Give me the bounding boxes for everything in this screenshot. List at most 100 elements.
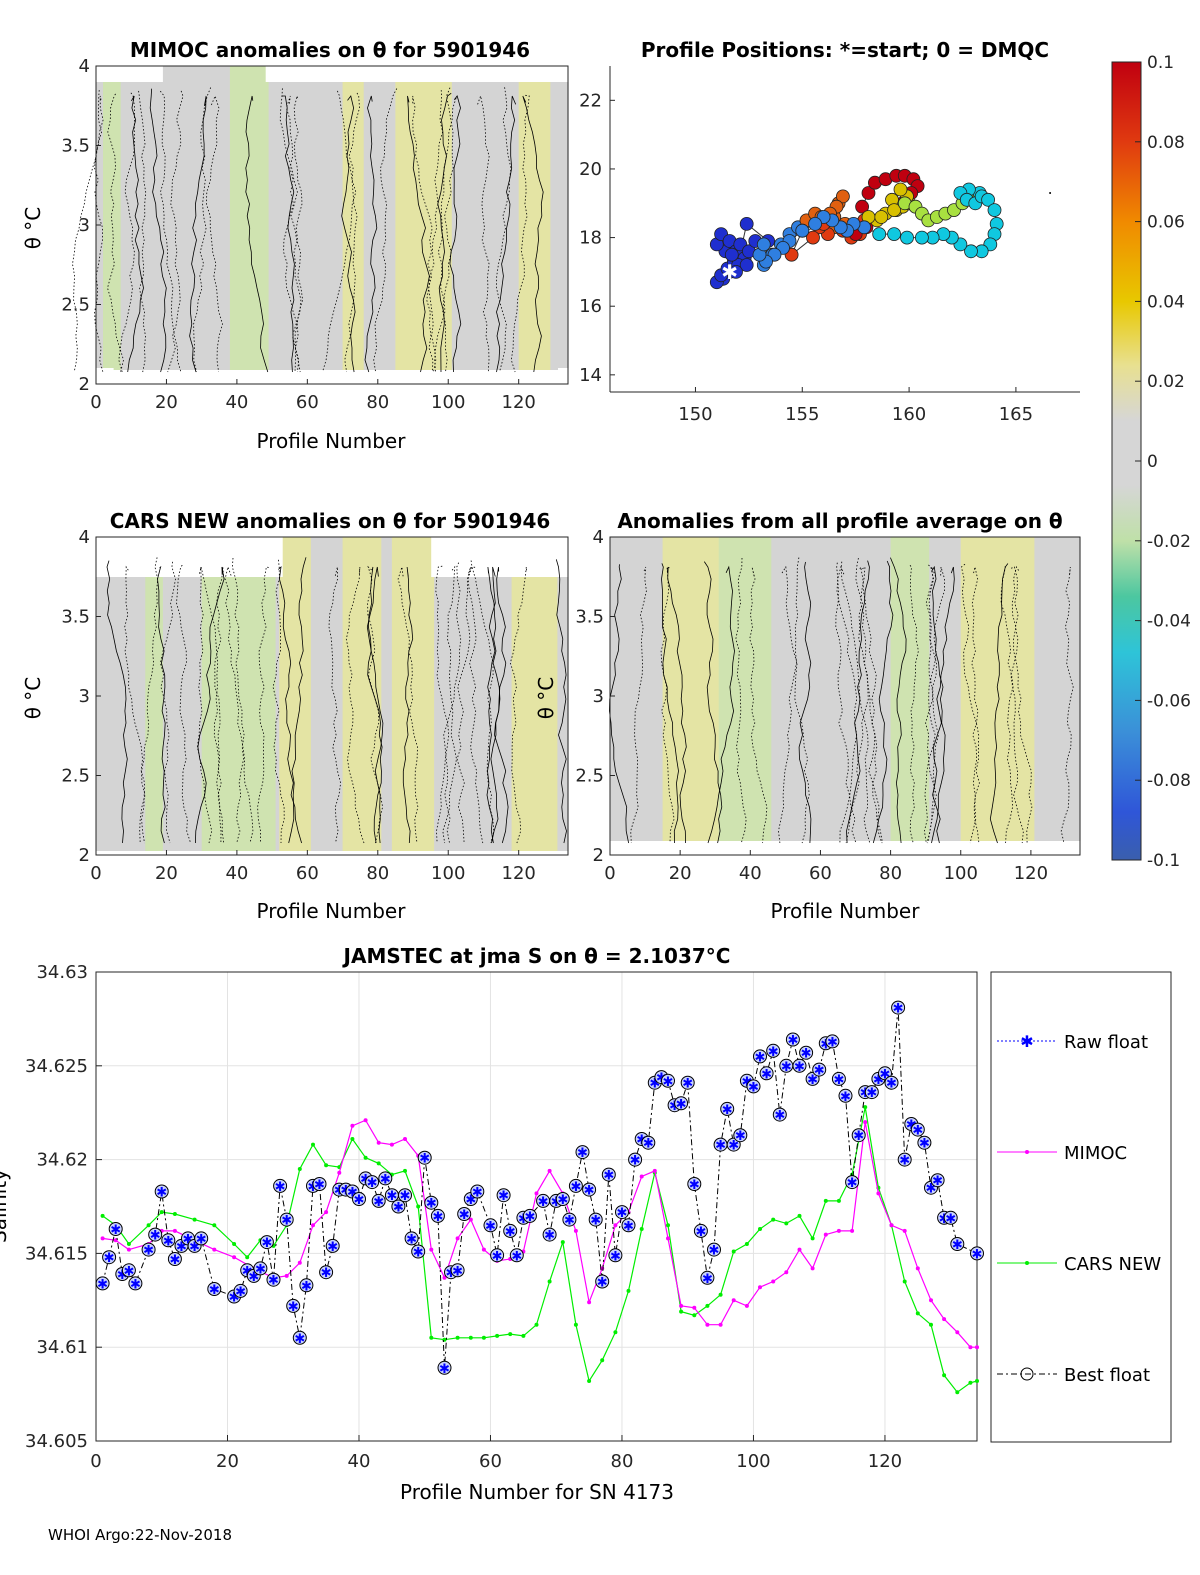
contour-line xyxy=(288,557,307,844)
cars-ytick-label: 3.5 xyxy=(61,607,90,628)
raw-point: ✱ xyxy=(288,1300,299,1315)
field-column xyxy=(946,537,951,841)
legend-box xyxy=(990,971,1172,1443)
mimoc-ytick-label: 2 xyxy=(79,374,90,395)
cars-point xyxy=(495,1333,500,1338)
field-column xyxy=(476,577,481,851)
field-column xyxy=(497,82,502,370)
profile-position-point xyxy=(964,244,978,259)
field-column xyxy=(845,537,850,841)
contour-line xyxy=(522,95,544,373)
field-column xyxy=(915,537,920,841)
legend-cars-marker xyxy=(1025,1261,1029,1265)
best-point xyxy=(884,1075,899,1090)
field-column xyxy=(1069,537,1074,841)
field-column xyxy=(300,82,305,370)
field-column xyxy=(1044,537,1049,841)
best-point xyxy=(319,1265,334,1280)
raw-point: ✱ xyxy=(294,1332,305,1347)
best-point xyxy=(891,1000,906,1015)
mimoc-point xyxy=(975,1345,979,1350)
cars-xtick-label: 120 xyxy=(502,863,536,884)
raw-point: ✱ xyxy=(386,1189,397,1204)
cars-point xyxy=(587,1379,592,1383)
cars-point xyxy=(771,1217,776,1222)
field-column xyxy=(553,577,558,851)
field-column xyxy=(536,577,541,851)
cars-point xyxy=(508,1332,513,1337)
raw-point: ✱ xyxy=(380,1172,391,1187)
field-column xyxy=(641,537,646,841)
field-column xyxy=(148,82,153,370)
best-point xyxy=(588,1212,603,1227)
avg-ytick-label: 2.5 xyxy=(575,766,604,787)
field-column xyxy=(546,577,551,851)
cars-ytick-label: 2 xyxy=(79,845,90,866)
field-column xyxy=(437,577,442,851)
avg-xtick-label: 0 xyxy=(604,863,615,884)
raw-point: ✱ xyxy=(538,1195,549,1210)
contour-line xyxy=(932,566,955,844)
field-column xyxy=(243,577,248,851)
field-column xyxy=(416,82,421,370)
field-column xyxy=(795,537,800,841)
avg-ylabel: θ °C xyxy=(534,677,558,720)
best-point xyxy=(259,1235,274,1250)
field-column xyxy=(120,82,125,370)
field-column xyxy=(388,82,393,370)
positions-title: Profile Positions: *=start; 0 = DMQC xyxy=(641,38,1049,62)
contour-line xyxy=(931,565,946,844)
mimoc-point xyxy=(100,1236,105,1241)
field-column xyxy=(694,537,699,841)
contour-line xyxy=(925,564,937,844)
field-column xyxy=(624,537,629,841)
contour-line xyxy=(189,95,207,373)
raw-point: ✱ xyxy=(347,1186,358,1201)
field-column xyxy=(430,577,435,851)
field-column xyxy=(511,577,516,851)
field-column xyxy=(314,82,319,370)
best-point xyxy=(509,1248,524,1263)
best-point xyxy=(128,1276,143,1291)
raw-point: ✱ xyxy=(196,1232,207,1247)
field-column xyxy=(233,66,238,370)
field-column xyxy=(229,577,234,851)
mimoc-point xyxy=(968,1345,973,1350)
field-column xyxy=(208,66,213,370)
best-point xyxy=(286,1298,301,1313)
field-column xyxy=(219,577,224,851)
raw-point: ✱ xyxy=(242,1264,253,1279)
field-column xyxy=(103,577,108,851)
field-column xyxy=(360,537,365,851)
field-column xyxy=(925,537,930,841)
field-column xyxy=(683,537,688,841)
raw-point: ✱ xyxy=(255,1262,266,1277)
best-point xyxy=(207,1282,222,1296)
cars-point xyxy=(416,1204,421,1209)
raw-point: ✱ xyxy=(209,1283,220,1298)
field-column xyxy=(229,66,234,370)
start-marker: ✱ xyxy=(721,260,738,284)
avg-ytick-label: 3 xyxy=(593,686,604,707)
contour-line xyxy=(157,565,166,844)
raw-point: ✱ xyxy=(524,1210,535,1225)
best-point xyxy=(148,1227,163,1242)
best-point xyxy=(417,1150,432,1165)
raw-point: ✱ xyxy=(176,1240,187,1255)
mimoc-point xyxy=(311,1223,315,1228)
field-column xyxy=(518,577,523,851)
field-column xyxy=(205,577,210,851)
mimoc-point xyxy=(350,1123,355,1128)
field-column xyxy=(451,577,456,851)
mimoc-point xyxy=(429,1247,434,1252)
best-point xyxy=(851,1128,866,1143)
field-column xyxy=(659,537,664,841)
mimoc-point xyxy=(547,1168,552,1173)
raw-point: ✱ xyxy=(853,1129,864,1144)
best-point xyxy=(424,1195,439,1210)
field-column xyxy=(342,537,347,851)
colorbar-tick-label: 0 xyxy=(1147,452,1158,472)
raw-point: ✱ xyxy=(741,1075,752,1090)
cars-point xyxy=(600,1358,605,1363)
salinity-ytick-label: 34.61 xyxy=(36,1337,88,1358)
